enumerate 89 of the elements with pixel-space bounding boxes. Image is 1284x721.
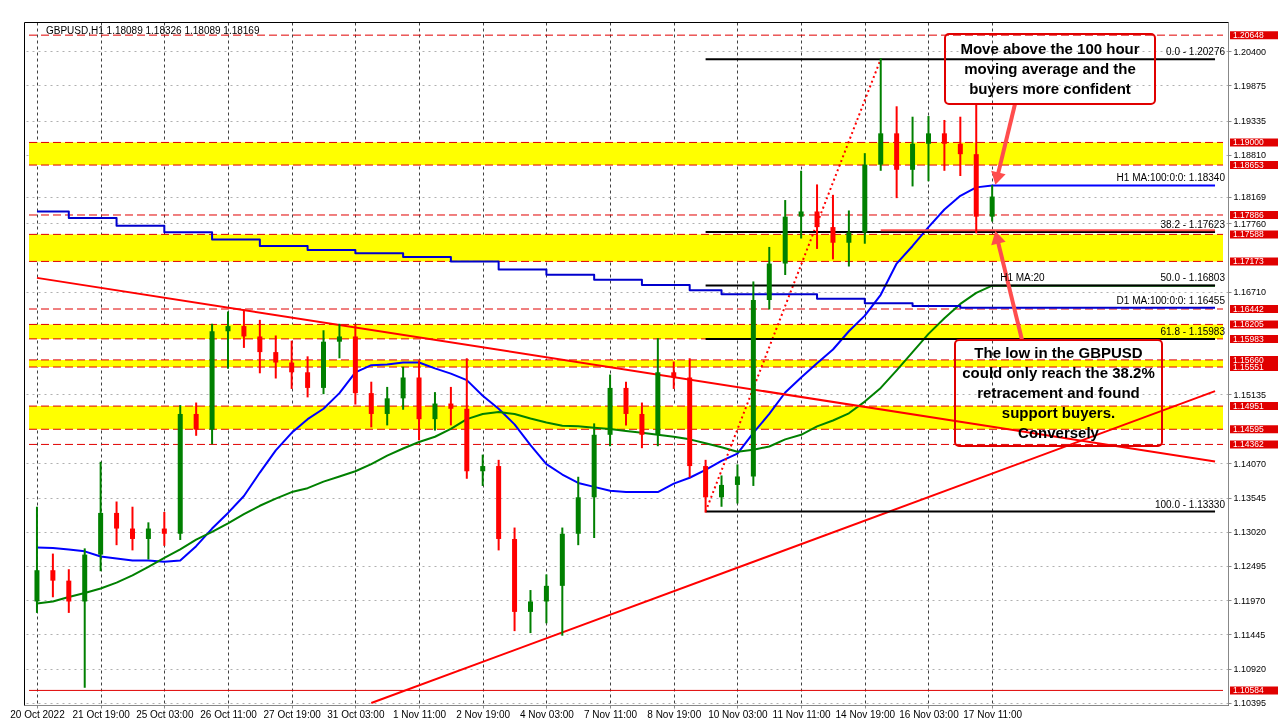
x-tick-label: 10 Nov 03:00 — [708, 708, 769, 720]
candlestick — [432, 392, 438, 431]
candlestick — [719, 475, 725, 507]
candlestick — [830, 194, 836, 260]
y-tick-label: 1.11970 — [1233, 595, 1266, 606]
x-tick-label: 11 Nov 11:00 — [772, 708, 832, 720]
candlestick — [734, 464, 740, 504]
candlestick — [273, 335, 279, 379]
candlestick — [527, 590, 533, 634]
annotation: D1 MA:100:0:0: 1.16455 — [1116, 295, 1226, 307]
candlestick — [114, 501, 120, 546]
candlestick — [798, 170, 804, 239]
ref-line-label: 1.17173 — [1233, 256, 1264, 267]
y-tick-label: 1.19875 — [1233, 80, 1267, 91]
candlestick — [145, 522, 151, 560]
x-tick-label: 25 Oct 03:00 — [136, 708, 194, 720]
y-tick-label: 1.16710 — [1233, 287, 1267, 298]
x-tick-label: 27 Oct 19:00 — [263, 708, 322, 720]
annotation: Move above the 100 hour moving average and the buyers more confident — [960, 40, 1140, 97]
candlestick — [941, 119, 947, 171]
candlestick — [66, 569, 72, 613]
y-tick-label: 1.18810 — [1233, 150, 1267, 161]
candlestick — [448, 386, 454, 426]
candlestick — [129, 506, 135, 551]
candlestick — [480, 454, 486, 486]
x-tick-label: 31 Oct 03:00 — [327, 708, 385, 720]
annotation: H1 MA:100:0:0: 1.18340 — [1116, 172, 1226, 184]
ref-line-label: 1.18653 — [1233, 160, 1264, 171]
y-tick-label: 1.19335 — [1233, 116, 1267, 127]
candlestick — [257, 319, 263, 374]
x-tick-label: 21 Oct 19:00 — [72, 708, 131, 720]
ref-line-label: 1.17886 — [1233, 209, 1264, 220]
x-tick-label: 20 Oct 2022 — [10, 708, 66, 720]
chart-title: GBPUSD,H1 1.18089 1.18326 1.18089 1.18169 — [46, 25, 260, 36]
ref-line-label: 1.17588 — [1233, 229, 1264, 240]
ref-line-label: 1.15983 — [1233, 333, 1264, 344]
y-tick-label: 1.13020 — [1233, 527, 1267, 538]
x-tick-label: 2 Nov 19:00 — [456, 708, 511, 720]
annotation: 100.0 - 1.13330 — [1154, 498, 1226, 510]
candlestick — [543, 574, 549, 624]
candlestick — [368, 381, 374, 428]
x-tick-label: 4 Nov 03:00 — [519, 708, 575, 720]
y-tick-label: 1.10395 — [1233, 698, 1267, 709]
y-tick-label: 1.11445 — [1233, 629, 1266, 640]
candlestick — [161, 511, 167, 546]
candlestick — [50, 553, 56, 598]
candlestick — [305, 356, 311, 398]
y-tick-label: 1.20400 — [1233, 46, 1267, 57]
candlestick — [400, 366, 406, 410]
x-tick-label: 16 Nov 03:00 — [899, 708, 960, 720]
y-tick-label: 1.15135 — [1233, 389, 1267, 400]
x-tick-label: 1 Nov 11:00 — [392, 708, 447, 720]
candlestick — [336, 323, 342, 359]
x-tick-label: 8 Nov 19:00 — [647, 708, 702, 720]
ref-line-label: 1.15551 — [1233, 362, 1264, 373]
y-tick-label: 1.17760 — [1233, 218, 1267, 229]
ref-line-label: 1.14595 — [1233, 424, 1264, 435]
candlestick — [671, 361, 677, 389]
y-tick-label: 1.14070 — [1233, 458, 1267, 469]
ref-line-label: 1.16205 — [1233, 319, 1264, 330]
y-tick-label: 1.13545 — [1233, 493, 1267, 504]
candlestick — [814, 184, 820, 249]
candlestick — [989, 185, 995, 222]
candlestick — [193, 402, 199, 436]
ref-line-label: 1.20648 — [1233, 30, 1264, 41]
ref-line-label: 1.15660 — [1233, 354, 1264, 365]
x-tick-label: 14 Nov 19:00 — [835, 708, 896, 720]
x-tick-label: 7 Nov 11:00 — [583, 708, 638, 720]
candlestick — [289, 340, 295, 389]
ref-line-label: 1.16442 — [1233, 304, 1264, 314]
candlestick — [639, 402, 645, 449]
annotation: 50.0 - 1.16803 — [1160, 272, 1226, 284]
ref-line-label: 1.19000 — [1233, 137, 1264, 148]
ref-line-label: 1.14362 — [1233, 439, 1264, 450]
y-tick-label: 1.10920 — [1233, 664, 1267, 675]
annotation: 0.0 - 1.20276 — [1166, 46, 1226, 58]
candlestick — [241, 309, 247, 348]
ref-line-label: 1.10584 — [1233, 685, 1264, 696]
candlestick — [957, 116, 963, 177]
candlestick — [384, 386, 390, 426]
x-tick-label: 26 Oct 11:00 — [200, 708, 258, 720]
candlestick — [846, 210, 852, 267]
y-tick-label: 1.12495 — [1233, 561, 1267, 572]
candlestick — [925, 116, 931, 182]
ref-line-label: 1.14951 — [1233, 401, 1264, 412]
annotation: 38.2 - 1.17623 — [1160, 219, 1226, 231]
y-tick-label: 1.18169 — [1233, 192, 1267, 203]
candlestick — [225, 311, 231, 369]
x-tick-label: 17 Nov 11:00 — [963, 708, 1023, 720]
